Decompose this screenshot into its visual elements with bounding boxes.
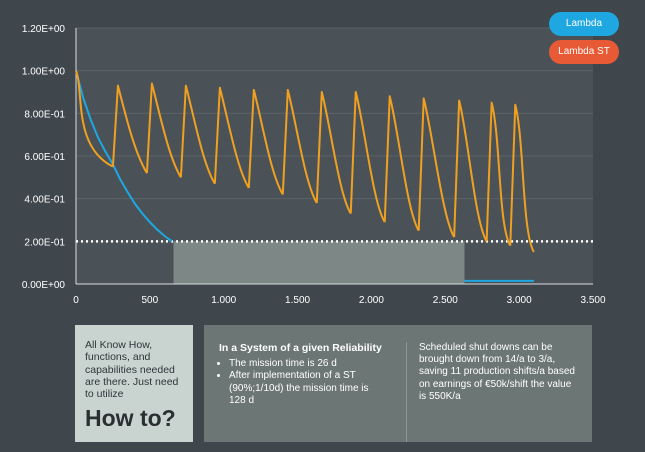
x-tick-label: 1.500 bbox=[285, 295, 310, 306]
how-to-panel: All Know How, functions, and capabilitie… bbox=[75, 325, 193, 442]
y-tick-label: 0.00E+00 bbox=[22, 280, 66, 291]
series-lambda-st-segment bbox=[213, 86, 250, 189]
y-tick-label: 1.00E+00 bbox=[22, 67, 66, 78]
bullet-item: After implementation of a ST (90%;1/10d)… bbox=[229, 370, 382, 407]
bullet-item: The mission time is 26 d bbox=[229, 358, 382, 370]
reliability-column: In a System of a given Reliability The m… bbox=[219, 342, 382, 442]
y-tick-label: 8.00E-01 bbox=[24, 109, 65, 120]
series-lambda-st-segment bbox=[417, 97, 456, 238]
series-lambda-line bbox=[75, 70, 173, 243]
x-tick-label: 0 bbox=[73, 295, 79, 306]
reliability-heading: In a System of a given Reliability bbox=[219, 342, 382, 354]
x-tick-label: 3.500 bbox=[580, 295, 605, 306]
how-to-intro: All Know How, functions, and capabilitie… bbox=[85, 339, 179, 401]
shaded-mission-region bbox=[173, 241, 465, 284]
legend-lambda: Lambda bbox=[549, 12, 619, 36]
x-tick-label: 2.000 bbox=[359, 295, 384, 306]
y-tick-label: 1.20E+00 bbox=[22, 24, 66, 35]
series-lambda-st-segment bbox=[179, 84, 216, 185]
plot-area: 0.00E+00 2.00E-01 4.00E-01 6.00E-01 8.00E-01… bbox=[22, 24, 606, 306]
y-tick-label: 6.00E-01 bbox=[24, 152, 65, 163]
series-lambda-st-segment bbox=[281, 88, 318, 204]
x-tick-label: 500 bbox=[142, 295, 159, 306]
series-lambda-st-segment bbox=[145, 82, 182, 178]
y-tick-label: 4.00E-01 bbox=[24, 195, 65, 206]
series-lambda-st-segment bbox=[111, 84, 148, 174]
reliability-bullets: The mission time is 26 d After implement… bbox=[219, 358, 382, 407]
series-lambda-st-segment bbox=[315, 91, 352, 215]
reliability-info-panel: In a System of a given Reliability The m… bbox=[204, 325, 592, 442]
x-tick-label: 1.000 bbox=[211, 295, 236, 306]
savings-summary: Scheduled shut downs can be brought down… bbox=[405, 342, 580, 442]
how-to-heading: How to? bbox=[85, 405, 176, 432]
series-lambda-st-segment bbox=[349, 91, 386, 223]
x-tick-label: 2.500 bbox=[433, 295, 458, 306]
y-tick-label: 2.00E-01 bbox=[24, 237, 65, 248]
series-lambda-st-segment bbox=[453, 99, 488, 242]
legend-lambda-st: Lambda ST bbox=[549, 40, 619, 64]
series-lambda-st-segment bbox=[75, 70, 114, 168]
x-tick-label: 3.000 bbox=[507, 295, 532, 306]
series-lambda-st-segment bbox=[509, 103, 535, 253]
series-lambda-st-segment bbox=[247, 88, 284, 195]
series-lambda-st-segment bbox=[485, 101, 512, 247]
series-lambda-st-segment bbox=[383, 95, 420, 232]
reliability-chart: 0.00E+00 2.00E-01 4.00E-01 6.00E-01 8.00E-01… bbox=[22, 24, 606, 306]
